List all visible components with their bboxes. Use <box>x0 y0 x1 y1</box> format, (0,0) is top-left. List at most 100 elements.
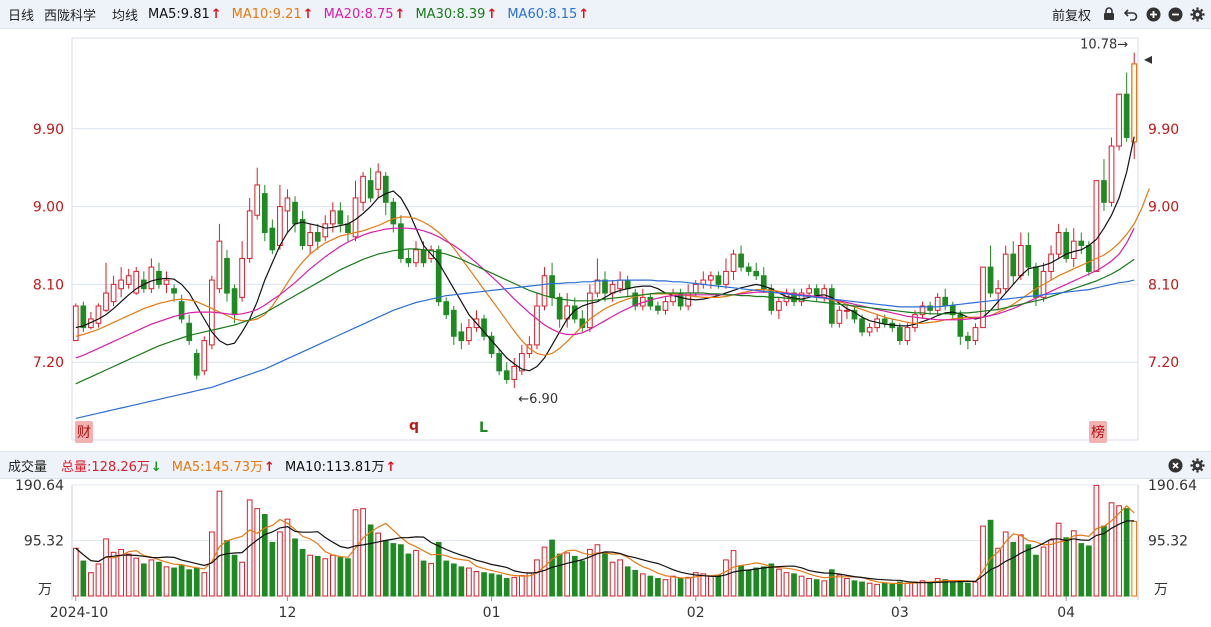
volume-bar <box>1063 537 1070 597</box>
volume-bar <box>541 546 548 597</box>
candle-body <box>352 197 359 238</box>
period-label[interactable]: 日线 <box>8 8 35 24</box>
adjust-selector[interactable]: 前复权 <box>1051 8 1091 24</box>
volume-bar <box>496 574 502 597</box>
candle-body <box>534 305 540 346</box>
volume-bar <box>647 575 654 597</box>
candle-body <box>239 257 245 298</box>
candle <box>1063 228 1070 263</box>
financial-report-badge[interactable]: 财 <box>75 421 93 443</box>
volume-bar <box>617 559 623 597</box>
volume-bar <box>435 541 442 597</box>
candle-body <box>1010 253 1017 277</box>
volume-ma10: MA10:113.81万↑ <box>284 459 397 475</box>
price-chart[interactable]: 9.90 9.90 9.00 9.00 8.10 8.10 7.20 7.20 10.78→ ←6… <box>0 28 1211 451</box>
candle <box>934 293 941 315</box>
candle <box>231 284 238 324</box>
candle <box>1010 241 1017 285</box>
volume-bar <box>1010 541 1017 597</box>
zoom-in-icon[interactable] <box>1145 6 1161 22</box>
volume-bar <box>579 560 586 597</box>
candle-body <box>972 327 979 342</box>
candle <box>587 284 593 332</box>
candle-body <box>806 288 812 294</box>
up-arrow-icon: ↑ <box>578 6 590 22</box>
candle-body <box>193 353 200 376</box>
volume-bar <box>677 578 684 597</box>
candle <box>927 301 933 315</box>
volume-bar <box>1025 544 1032 597</box>
candle <box>140 271 147 294</box>
candle <box>413 241 419 268</box>
volume-bar <box>231 554 238 597</box>
candle <box>1017 232 1024 281</box>
kline-header: 日线 西陇科学 均线 MA5:9.81↑ MA10:9.21↑ MA20:8.75↑… <box>0 0 1211 29</box>
candle-body <box>224 257 230 294</box>
candle-body <box>110 283 117 303</box>
candle <box>375 163 382 198</box>
candle-body <box>942 296 949 307</box>
stock-name: 西陇科学 <box>44 8 97 24</box>
candle <box>458 323 465 350</box>
ranking-list-badge[interactable]: 榜 <box>1089 421 1107 443</box>
volume-bar <box>768 563 775 597</box>
candle <box>398 215 404 263</box>
candle-body <box>1063 232 1070 259</box>
candle-body <box>549 275 555 298</box>
volume-chart[interactable]: 190.64 190.64 95.32 95.32 万 万 2024-10 12 01 02 03 0… <box>0 477 1211 627</box>
candle-body <box>602 279 608 294</box>
volume-bar <box>639 573 646 597</box>
candle-body <box>912 314 918 329</box>
candle-body <box>1108 145 1115 203</box>
candle-body <box>730 253 737 272</box>
ma-legend: MA5:9.81↑ MA10:9.21↑ MA20:8.75↑ MA30:8.39↑ M… <box>138 7 589 22</box>
volume-bar <box>518 575 525 597</box>
volume-bar <box>934 578 941 597</box>
date-label: 01 <box>483 605 501 621</box>
volume-bar <box>413 550 419 597</box>
candle-body <box>413 249 419 264</box>
settings-gear-icon[interactable] <box>1189 6 1205 22</box>
volume-bar <box>163 566 170 597</box>
volume-bar <box>980 525 986 597</box>
marker-q[interactable]: q <box>409 418 420 434</box>
marker-l[interactable]: L <box>479 420 488 436</box>
candle-body <box>466 327 472 342</box>
candle <box>110 275 117 306</box>
candle-body <box>798 292 805 303</box>
candle-body <box>80 305 87 329</box>
high-price-label: 10.78→ <box>1080 38 1128 53</box>
settings-gear-icon[interactable] <box>1189 457 1205 473</box>
candle <box>685 284 692 311</box>
candle-body <box>178 301 185 320</box>
volume-bar <box>337 557 344 597</box>
candle-body <box>866 327 873 333</box>
undo-icon[interactable] <box>1123 6 1139 22</box>
price-tick-left: 9.00 <box>33 200 64 216</box>
lock-icon[interactable] <box>1101 6 1117 22</box>
ma-legend-item-1: MA10:9.21↑ <box>231 6 314 22</box>
zoom-out-icon[interactable] <box>1167 6 1183 22</box>
volume-bar <box>556 553 563 597</box>
candle-body <box>995 288 1001 294</box>
indicator-label[interactable]: 均线 <box>112 8 139 24</box>
volume-tick-right: 95.32 <box>1148 534 1188 550</box>
volume-bar <box>511 576 518 597</box>
close-icon[interactable] <box>1167 457 1183 473</box>
volume-bar <box>1017 534 1024 597</box>
volume-tick-right: 190.64 <box>1148 478 1197 494</box>
volume-bar <box>314 555 321 597</box>
candle-body <box>708 275 714 281</box>
candle-body <box>1086 244 1092 272</box>
candle <box>72 303 79 342</box>
candle <box>647 293 654 311</box>
volume-bar <box>753 567 760 597</box>
volume-bar <box>269 541 276 597</box>
up-arrow-icon: ↑ <box>302 6 314 22</box>
candle-body <box>345 223 351 234</box>
candle <box>987 245 994 298</box>
candle-body <box>375 171 382 190</box>
volume-bar <box>110 551 117 597</box>
candle-body <box>897 327 903 342</box>
volume-bar <box>178 565 185 597</box>
